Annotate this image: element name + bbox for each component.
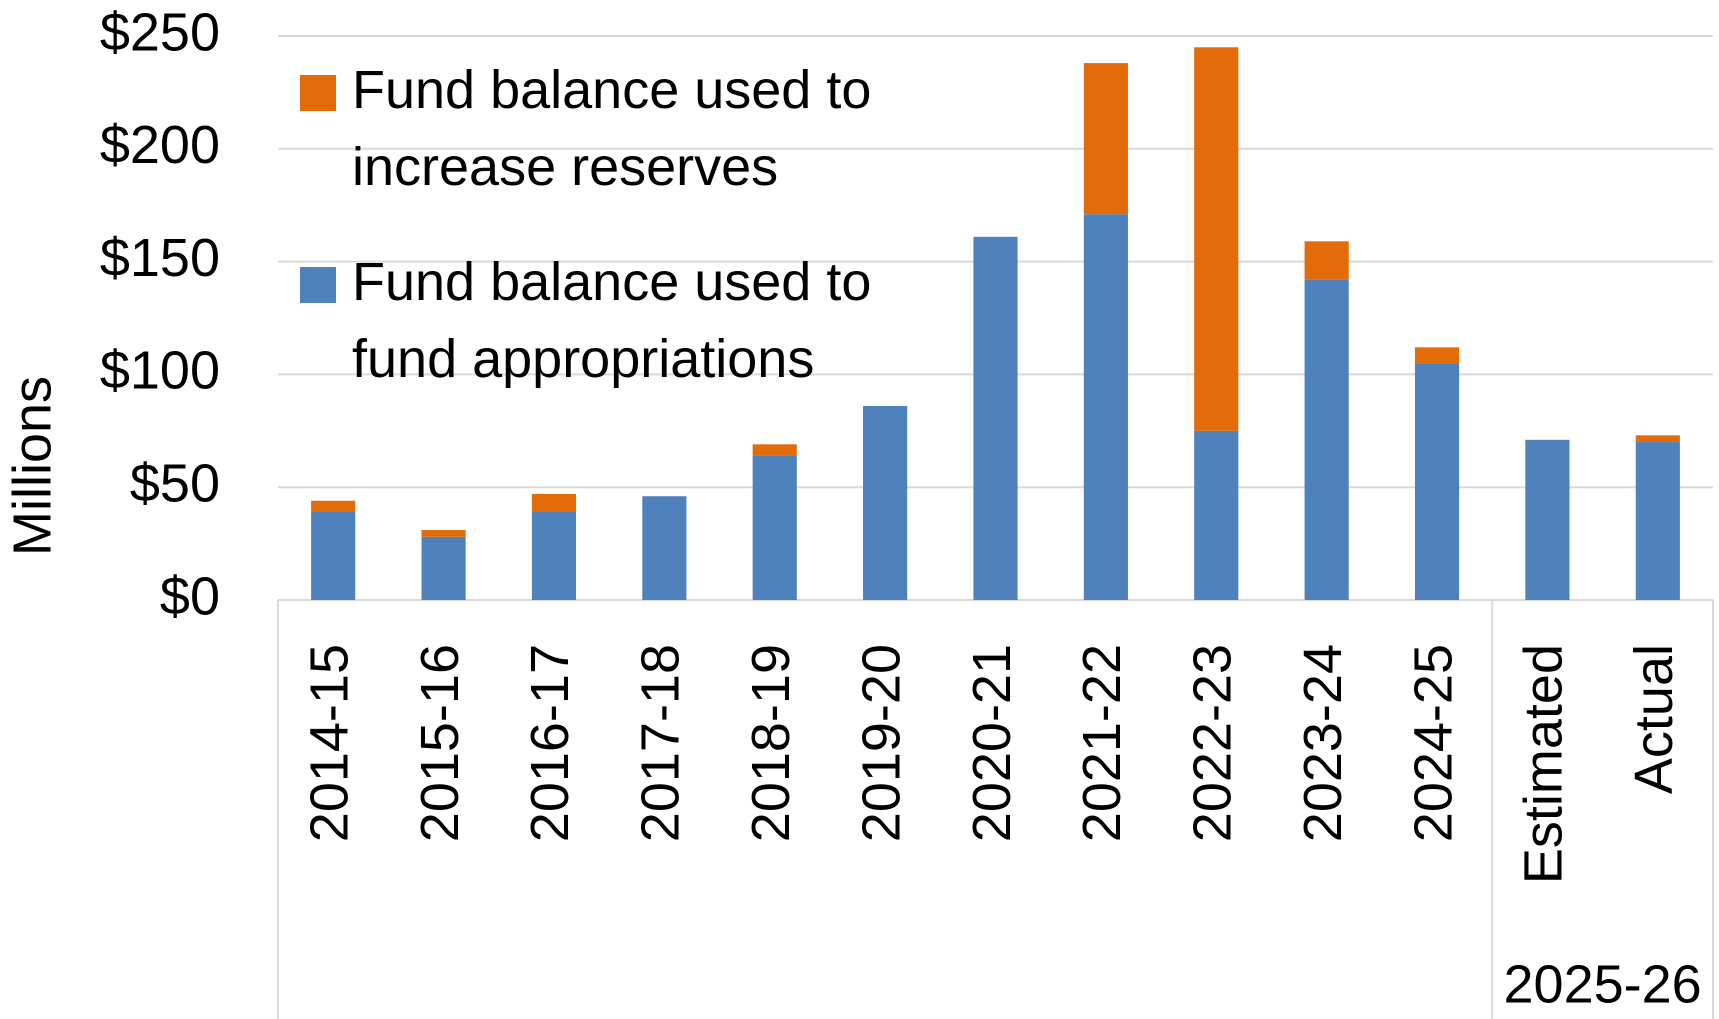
y-tick-label: $150 — [100, 228, 220, 288]
x-tick-label: 2021-22 — [1072, 644, 1132, 842]
x-tick-label: 2020-21 — [962, 644, 1022, 842]
bar-segment — [421, 536, 466, 600]
bar-segment — [863, 405, 908, 600]
y-tick-label: $250 — [100, 2, 220, 62]
bar-segment — [1525, 439, 1570, 600]
legend-swatch — [300, 267, 336, 303]
legend-label: Fund balance used to fund appropriations — [352, 252, 871, 389]
bar-segment — [1304, 279, 1349, 600]
x-tick-label: 2018-19 — [741, 644, 801, 842]
bar-segment — [1194, 47, 1239, 431]
bar-segment — [973, 236, 1018, 600]
bar-segment — [1304, 241, 1349, 280]
x-tick-label: 2019-20 — [851, 644, 911, 842]
bar-segment — [311, 512, 356, 600]
bar-segment — [531, 493, 577, 513]
x-tick-label: 2017-18 — [631, 644, 691, 842]
bar-segment — [1083, 63, 1128, 215]
y-tick-label: $50 — [130, 453, 220, 513]
bar-segment — [752, 455, 797, 600]
y-axis-label: Millions — [2, 376, 62, 556]
bar-segment — [421, 530, 466, 537]
x-tick-label: 2014-15 — [299, 644, 359, 842]
x-tick-label: Actual — [1624, 644, 1684, 794]
y-tick-label: $0 — [160, 566, 220, 626]
x-tick-label: 2016-17 — [520, 644, 580, 842]
bar-segment — [1635, 435, 1680, 443]
bar-segment — [531, 512, 577, 600]
bar-segment — [1083, 214, 1128, 600]
x-tick-label: 2015-16 — [410, 644, 470, 842]
legend-swatch — [300, 75, 336, 111]
x-tick-label: 2022-23 — [1183, 644, 1243, 842]
bar-segment — [1194, 430, 1239, 600]
y-tick-label: $200 — [100, 115, 220, 175]
bar-segment — [1414, 363, 1460, 600]
legend-label: Fund balance used to increase reserves — [352, 60, 871, 197]
x-tick-label: 2023-24 — [1293, 644, 1353, 842]
bar-segment — [1635, 442, 1680, 600]
y-tick-label: $100 — [100, 341, 220, 401]
bar-segment — [752, 444, 797, 456]
x-tick-label: Estimated — [1514, 644, 1574, 884]
bar-segment — [311, 500, 356, 513]
category-group-label: 2025-26 — [1504, 954, 1702, 1014]
bar-segment — [642, 496, 687, 600]
x-tick-label: 2024-25 — [1403, 644, 1463, 842]
bar-segment — [1414, 347, 1460, 364]
